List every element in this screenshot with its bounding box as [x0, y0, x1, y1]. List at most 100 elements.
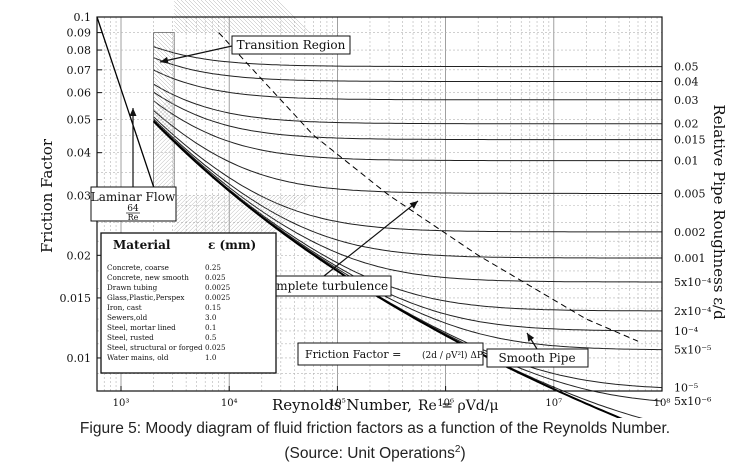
- transition-region-arrow-head: [160, 56, 169, 64]
- material-name: Drawn tubing: [107, 283, 158, 292]
- x-axis-formula: Re = ρVd/μ: [418, 398, 499, 414]
- y-tick-label: 0.03: [67, 189, 92, 202]
- transition-hatch: [153, 142, 175, 164]
- transition-region-arrow: [159, 45, 233, 63]
- transition-hatch: [228, 0, 262, 33]
- roughness-label: 5x10⁻⁶: [674, 395, 712, 408]
- transition-hatch: [165, 32, 175, 42]
- transition-hatch: [153, 146, 175, 168]
- transition-hatch: [153, 36, 175, 58]
- transition-hatch: [174, 195, 190, 211]
- x-tick-label: 10⁴: [221, 398, 238, 409]
- material-name: Iron, cast: [107, 303, 142, 312]
- transition-hatch: [153, 118, 175, 140]
- laminar-formula-num: 64: [127, 204, 139, 214]
- moody-diagram: 10³ 10⁴ 10⁵ 10⁶ 10⁷ 10⁸ 0.10.090.080.070.060.…: [38, 0, 728, 418]
- roughness-curve: [153, 69, 662, 101]
- caption-source-suffix: ): [460, 445, 466, 463]
- roughness-curve: [153, 118, 662, 259]
- material-eps: 0.0025: [205, 283, 231, 292]
- figure-caption: Figure 5: Moody diagram of fluid frictio…: [0, 418, 750, 464]
- material-table: Material ε (mm) Concrete, coarse 0.25 Concre…: [100, 232, 277, 374]
- laminar-formula-den: Re: [128, 213, 139, 222]
- y-tick-label: 0.015: [60, 292, 92, 305]
- material-eps: 0.025: [205, 343, 226, 352]
- transition-hatch: [153, 114, 175, 136]
- laminar-flow-box: [90, 186, 177, 222]
- transition-hatch: [153, 154, 175, 176]
- material-name: Concrete, coarse: [107, 263, 169, 272]
- y-tick-label: 0.1: [74, 11, 92, 24]
- material-eps: 0.15: [205, 303, 221, 312]
- transition-hatch: [173, 32, 175, 34]
- transition-hatch: [153, 150, 175, 172]
- y-tick-label: 0.02: [67, 249, 92, 262]
- y-tick-label: 0.01: [67, 352, 92, 365]
- transition-hatch: [216, 0, 250, 33]
- friction-factor-formula: (2d / ρV²l) ΔP: [422, 350, 483, 361]
- transition-hatch: [252, 0, 286, 33]
- transition-hatch: [174, 195, 202, 223]
- y-tick-label: 0.05: [67, 114, 92, 127]
- transition-hatch: [153, 104, 175, 126]
- material-eps: 0.25: [205, 263, 221, 272]
- transition-hatch: [244, 0, 278, 33]
- transition-hatch: [153, 138, 175, 160]
- transition-hatch: [153, 92, 175, 114]
- transition-hatch: [174, 5, 202, 33]
- transition-hatch: [174, 195, 194, 215]
- material-eps: 0.1: [205, 323, 216, 332]
- transition-hatch: [153, 44, 175, 66]
- transition-hatch: [248, 0, 282, 33]
- laminar-flow-label: Laminar Flow: [91, 190, 176, 204]
- transition-hatch: [272, 0, 306, 33]
- y-tick-label: 0.07: [67, 64, 92, 77]
- transition-hatch: [153, 76, 175, 98]
- transition-hatch: [276, 0, 310, 33]
- transition-hatch: [180, 0, 214, 33]
- roughness-curve: [153, 116, 662, 233]
- y-tick-label: 0.06: [67, 87, 92, 100]
- transition-hatch: [153, 98, 175, 120]
- transition-hatch: [174, 9, 198, 33]
- transition-hatch: [174, 13, 194, 33]
- transition-hatch: [174, 17, 190, 33]
- transition-hatch: [153, 60, 175, 82]
- transition-hatch: [174, 195, 210, 231]
- material-table-box: [100, 232, 277, 374]
- smooth-pipe-arrow-head: [527, 333, 535, 342]
- x-tick-label: 10⁸: [654, 398, 671, 409]
- material-header: Material: [113, 238, 171, 252]
- roughness-label: 10⁻⁶: [674, 417, 699, 418]
- transition-hatch: [153, 88, 175, 110]
- caption-source-sup: 2: [454, 444, 461, 455]
- transition-hatch: [153, 158, 175, 180]
- roughness-curve: [153, 57, 662, 82]
- laminar-flow-line: [96, 16, 161, 207]
- material-eps: 0.025: [205, 273, 226, 282]
- roughness-curve: [153, 110, 662, 194]
- complete-turbulence-arrow-head: [409, 201, 418, 209]
- y-tick-label: 0.04: [67, 147, 92, 160]
- x-tick-label: 10³: [113, 398, 130, 409]
- transition-hatch: [174, 195, 214, 235]
- transition-hatch: [153, 94, 175, 116]
- transition-hatch: [161, 32, 175, 46]
- transition-hatch: [196, 0, 230, 33]
- transition-hatch: [153, 108, 175, 130]
- material-name: Water mains, old: [107, 353, 169, 362]
- transition-hatch: [176, 0, 210, 33]
- roughness-label: 0.05: [674, 61, 699, 74]
- x-axis-label: Reynolds Number,: [272, 396, 412, 414]
- material-eps: 3.0: [205, 313, 217, 322]
- x-tick-label: 10⁷: [545, 398, 562, 409]
- material-name: Steel, rusted: [107, 333, 154, 342]
- roughness-curves: [153, 46, 663, 418]
- transition-hatch: [153, 100, 175, 122]
- transition-hatch: [204, 0, 238, 33]
- caption-line-1: Figure 5: Moody diagram of fluid frictio…: [79, 420, 671, 437]
- friction-factor-eq-label: Friction Factor =: [305, 348, 401, 361]
- roughness-curve: [153, 120, 662, 312]
- transition-hatch: [174, 29, 178, 33]
- transition-hatch: [153, 72, 175, 94]
